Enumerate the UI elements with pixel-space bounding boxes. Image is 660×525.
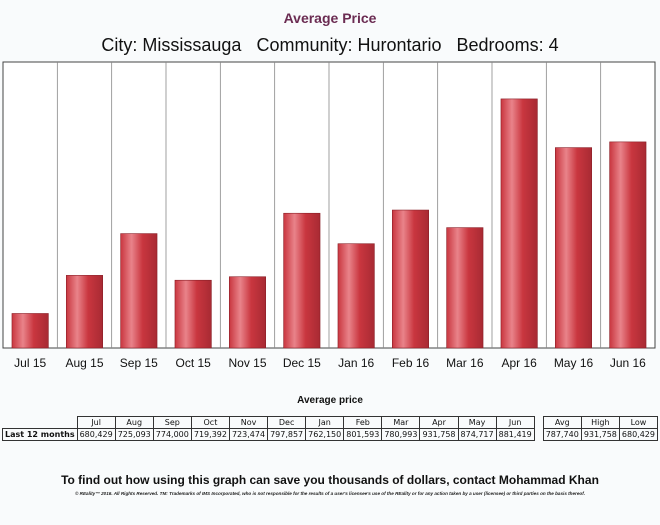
- table-cell: 774,000: [152, 428, 192, 441]
- bar-chart: Jul 15 Aug 15 Sep 15 Oct 15 Nov 15 Dec 15 Jan …: [2, 61, 656, 370]
- chart-subtitle: City: Mississauga Community: Hurontario …: [0, 35, 660, 56]
- table-cell: 719,392: [190, 428, 230, 441]
- table-header-row: Jul Aug Sep Oct Nov Dec Jan Feb Mar Apr …: [2, 416, 659, 429]
- table-cell: 725,093: [114, 428, 154, 441]
- bar: [174, 279, 212, 349]
- bar: [554, 147, 593, 349]
- month-header: Feb: [343, 416, 383, 429]
- city-label: City: Mississauga: [101, 35, 242, 55]
- x-tick-label: Feb 16: [392, 356, 430, 370]
- summary-header: Avg: [542, 416, 582, 429]
- chart-title: Average Price: [283, 10, 377, 26]
- x-tick-label: Mar 16: [446, 356, 484, 370]
- table-cell: 931,758: [419, 428, 459, 441]
- x-tick-label: Aug 15: [65, 356, 103, 370]
- bar: [283, 212, 321, 349]
- table-gap: [533, 428, 544, 441]
- table-cell: 881,419: [495, 428, 535, 441]
- month-header: Dec: [267, 416, 307, 429]
- summary-header: High: [580, 416, 620, 429]
- x-tick-label: Dec 15: [283, 356, 321, 370]
- table-cell: 780,993: [381, 428, 421, 441]
- x-tick-label: Nov 15: [228, 356, 266, 370]
- price-table: Jul Aug Sep Oct Nov Dec Jan Feb Mar Apr …: [2, 416, 659, 441]
- bar: [11, 313, 49, 349]
- x-tick-label: Jul 15: [14, 356, 46, 370]
- summary-header: Low: [618, 416, 659, 429]
- summary-cell: 931,758: [580, 428, 620, 441]
- bar: [228, 276, 267, 349]
- table-title: Average price: [297, 395, 363, 406]
- table-cell: 762,150: [305, 428, 345, 441]
- bar: [65, 275, 104, 349]
- bar: [120, 233, 158, 349]
- x-tick-label: Apr 16: [501, 356, 537, 370]
- bedrooms-label: Bedrooms: 4: [456, 35, 559, 55]
- row-label: Last 12 months: [2, 428, 78, 441]
- summary-cell: 680,429: [618, 428, 659, 441]
- table-cell: 680,429: [76, 428, 116, 441]
- month-header: Oct: [190, 416, 230, 429]
- x-tick-label: Oct 15: [175, 356, 211, 370]
- month-header: Nov: [228, 416, 269, 429]
- table-cell: 797,857: [267, 428, 307, 441]
- x-tick-label: May 16: [554, 356, 594, 370]
- bar: [609, 141, 647, 349]
- summary-cell: 787,740: [542, 428, 582, 441]
- contact-message: To find out how using this graph can sav…: [61, 473, 599, 487]
- table-row: Last 12 months 680,429 725,093 774,000 7…: [2, 428, 659, 441]
- bar: [446, 227, 484, 349]
- table-cell: 874,717: [457, 428, 497, 441]
- table-cell: 801,593: [343, 428, 383, 441]
- table-corner: [2, 416, 78, 429]
- month-header: Apr: [419, 416, 459, 429]
- bar: [337, 243, 375, 349]
- bar: [500, 98, 538, 349]
- x-tick-label: Jun 16: [610, 356, 646, 370]
- month-header: May: [457, 416, 497, 429]
- month-header: Sep: [152, 416, 192, 429]
- community-label: Community: Hurontario: [256, 35, 442, 55]
- month-header: Jun: [495, 416, 535, 429]
- x-tick-label: Sep 15: [120, 356, 158, 370]
- copyright-disclaimer: © REality™ 2016. All Rights Reserved. TM…: [75, 491, 585, 496]
- x-tick-label: Jan 16: [338, 356, 374, 370]
- table-gap: [533, 416, 544, 429]
- month-header: Mar: [381, 416, 421, 429]
- month-header: Aug: [114, 416, 154, 429]
- table-cell: 723,474: [228, 428, 269, 441]
- month-header: Jul: [76, 416, 116, 429]
- month-header: Jan: [305, 416, 345, 429]
- bar: [391, 209, 430, 349]
